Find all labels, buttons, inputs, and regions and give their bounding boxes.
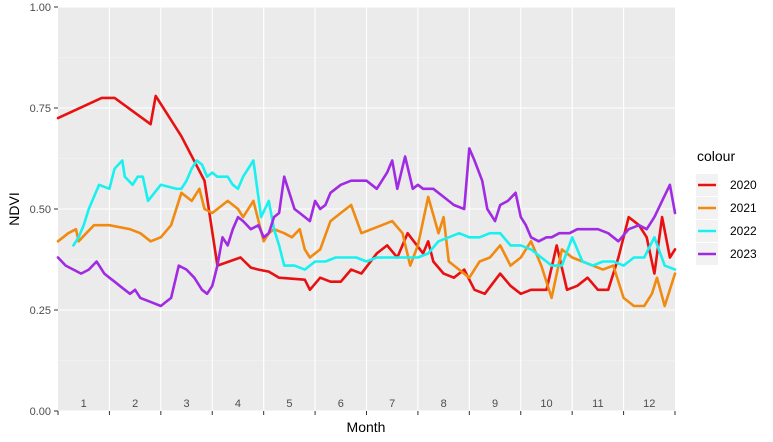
month-label: 12 — [643, 398, 655, 410]
series-line-2022 — [72, 159, 677, 271]
series-line-2020 — [56, 94, 677, 296]
legend-label-2022: 2022 — [730, 224, 757, 238]
y-axis-ticks: 0.00 0.25 0.50 0.75 1.00 — [30, 2, 58, 418]
series-line-2023 — [56, 147, 677, 308]
x-axis-title: Month — [347, 419, 386, 435]
legend-label-2021: 2021 — [730, 201, 757, 215]
y-tick-label: 0.50 — [30, 204, 51, 216]
series-line-2021 — [56, 187, 677, 308]
month-label: 7 — [389, 398, 395, 410]
legend-label-2023: 2023 — [730, 247, 757, 261]
grid-lines — [58, 6, 675, 412]
month-label: 10 — [540, 398, 552, 410]
month-label: 3 — [183, 398, 189, 410]
month-label: 6 — [338, 398, 344, 410]
month-label: 8 — [441, 398, 447, 410]
series-lines — [56, 94, 677, 308]
legend: colour 2020 2021 2022 2023 — [696, 148, 757, 265]
y-tick-label: 0.00 — [30, 406, 51, 418]
y-tick-label: 1.00 — [30, 2, 51, 14]
month-label: 2 — [132, 398, 138, 410]
month-label: 4 — [235, 398, 241, 410]
legend-items: 2020 2021 2022 2023 — [696, 174, 757, 265]
y-tick-label: 0.75 — [30, 103, 51, 115]
y-axis-title: NDVI — [6, 192, 22, 225]
month-label: 11 — [592, 398, 603, 410]
x-axis-ticks — [57, 411, 676, 415]
month-label: 5 — [286, 398, 292, 410]
y-tick-label: 0.25 — [30, 305, 51, 317]
month-labels: 1 2 3 4 5 6 7 8 9 10 11 12 — [81, 398, 656, 410]
legend-label-2020: 2020 — [730, 178, 757, 192]
month-label: 9 — [492, 398, 498, 410]
month-label: 1 — [81, 398, 87, 410]
legend-title: colour — [697, 148, 735, 164]
